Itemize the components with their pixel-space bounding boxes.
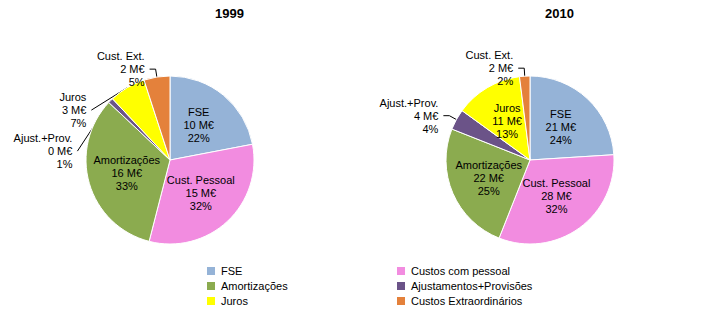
svg-text:5%: 5%: [129, 76, 145, 88]
svg-text:Ajust.+Prov.: Ajust.+Prov.: [14, 132, 73, 144]
svg-text:1%: 1%: [57, 158, 73, 170]
svg-text:10 M€: 10 M€: [183, 119, 214, 131]
svg-text:16 M€: 16 M€: [111, 167, 142, 179]
svg-text:13%: 13%: [496, 128, 518, 140]
svg-text:25%: 25%: [478, 185, 500, 197]
svg-text:FSE: FSE: [550, 108, 571, 120]
svg-text:4%: 4%: [422, 123, 438, 135]
svg-text:FSE: FSE: [188, 106, 209, 118]
svg-text:Amortizações: Amortizações: [93, 154, 160, 166]
svg-text:21 M€: 21 M€: [546, 121, 577, 133]
svg-text:22%: 22%: [188, 132, 210, 144]
svg-text:3 M€: 3 M€: [62, 104, 86, 116]
svg-text:Juros: Juros: [494, 102, 521, 114]
svg-text:7%: 7%: [70, 117, 86, 129]
svg-text:Custos com pessoal: Custos com pessoal: [411, 265, 510, 277]
svg-text:Cust. Ext.: Cust. Ext.: [466, 49, 514, 61]
svg-text:33%: 33%: [116, 180, 138, 192]
svg-text:4 M€: 4 M€: [414, 110, 438, 122]
svg-text:2010: 2010: [545, 6, 574, 21]
svg-text:Amortizações: Amortizações: [221, 280, 288, 292]
svg-text:Ajustamentos+Provisões: Ajustamentos+Provisões: [411, 280, 533, 292]
svg-text:FSE: FSE: [221, 265, 242, 277]
svg-text:1999: 1999: [215, 6, 244, 21]
svg-text:Cust. Ext.: Cust. Ext.: [97, 50, 145, 62]
svg-text:Cust. Pessoal: Cust. Pessoal: [167, 174, 235, 186]
svg-text:2%: 2%: [497, 75, 513, 87]
svg-text:Amortizações: Amortizações: [455, 159, 522, 171]
svg-text:24%: 24%: [550, 134, 572, 146]
svg-text:Ajust.+Prov.: Ajust.+Prov.: [380, 97, 439, 109]
svg-text:32%: 32%: [545, 203, 567, 215]
svg-text:22 M€: 22 M€: [473, 172, 504, 184]
svg-text:0 M€: 0 M€: [48, 145, 72, 157]
svg-text:Juros: Juros: [221, 295, 248, 307]
svg-text:11 M€: 11 M€: [492, 115, 522, 127]
svg-text:15 M€: 15 M€: [186, 187, 217, 199]
svg-text:28 M€: 28 M€: [541, 190, 572, 202]
svg-text:2 M€: 2 M€: [489, 62, 513, 74]
svg-text:Cust. Pessoal: Cust. Pessoal: [523, 177, 591, 189]
svg-text:2 M€: 2 M€: [120, 63, 144, 75]
svg-text:Custos Extraordinários: Custos Extraordinários: [411, 295, 523, 307]
svg-text:Juros: Juros: [59, 91, 86, 103]
svg-text:32%: 32%: [190, 200, 212, 212]
